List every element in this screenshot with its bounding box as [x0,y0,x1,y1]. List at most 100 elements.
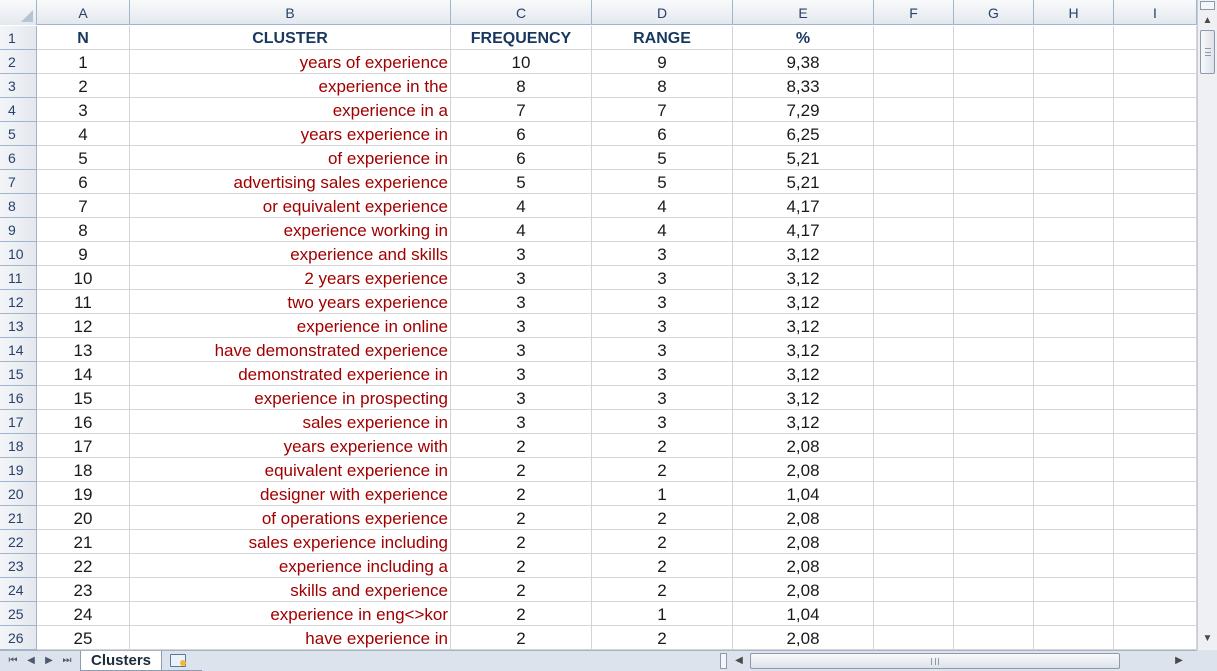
empty-cell[interactable] [1034,602,1114,626]
empty-cell[interactable] [954,434,1034,458]
cell-frequency[interactable]: 4 [451,194,592,218]
cell-cluster[interactable]: advertising sales experience [130,170,451,194]
cell-percent[interactable]: 6,25 [733,122,874,146]
empty-cell[interactable] [1034,434,1114,458]
cell-percent[interactable]: 3,12 [733,362,874,386]
empty-cell[interactable] [954,338,1034,362]
row-header[interactable]: 11 [0,266,37,290]
empty-cell[interactable] [1114,74,1197,98]
cell-frequency[interactable]: 2 [451,530,592,554]
empty-cell[interactable] [874,458,954,482]
empty-cell[interactable] [1114,578,1197,602]
empty-cell[interactable] [1114,434,1197,458]
empty-cell[interactable] [954,602,1034,626]
cell-n[interactable]: 4 [37,122,130,146]
cell-percent[interactable]: 3,12 [733,242,874,266]
empty-cell[interactable] [1034,194,1114,218]
cell-frequency[interactable]: 4 [451,218,592,242]
empty-cell[interactable] [1114,458,1197,482]
row-header[interactable]: 2 [0,50,37,74]
empty-cell[interactable] [874,314,954,338]
empty-cell[interactable] [1114,170,1197,194]
empty-cell[interactable] [874,194,954,218]
cell-range[interactable]: 3 [592,242,733,266]
cell-percent[interactable]: 7,29 [733,98,874,122]
cell-cluster[interactable]: experience in the [130,74,451,98]
empty-cell[interactable] [874,362,954,386]
cell-percent[interactable]: 2,08 [733,530,874,554]
cell-n[interactable]: 12 [37,314,130,338]
empty-cell[interactable] [874,386,954,410]
empty-cell[interactable] [874,74,954,98]
horizontal-scroll-thumb[interactable] [750,653,1120,669]
empty-cell[interactable] [1114,146,1197,170]
prev-sheet-icon[interactable]: ◀ [27,655,35,666]
empty-cell[interactable] [1114,26,1197,50]
cell-percent[interactable]: 4,17 [733,218,874,242]
empty-cell[interactable] [1114,410,1197,434]
cell-range[interactable]: 5 [592,146,733,170]
empty-cell[interactable] [1114,218,1197,242]
last-sheet-icon[interactable]: ⏭ [62,655,72,666]
cell-frequency[interactable]: 5 [451,170,592,194]
empty-cell[interactable] [874,290,954,314]
empty-cell[interactable] [1034,338,1114,362]
row-header[interactable]: 20 [0,482,37,506]
empty-cell[interactable] [1034,410,1114,434]
empty-cell[interactable] [1034,482,1114,506]
cell-n[interactable]: 23 [37,578,130,602]
insert-worksheet-icon[interactable] [170,654,186,667]
cell-range[interactable]: 3 [592,266,733,290]
cell-frequency[interactable]: 3 [451,362,592,386]
cell-percent[interactable]: 5,21 [733,170,874,194]
cell-frequency[interactable]: 6 [451,122,592,146]
column-header-i[interactable]: I [1114,0,1197,25]
empty-cell[interactable] [954,386,1034,410]
cell-n[interactable]: 3 [37,98,130,122]
cell-range[interactable]: 4 [592,218,733,242]
cell-n[interactable]: 19 [37,482,130,506]
empty-cell[interactable] [874,170,954,194]
cell-percent[interactable]: 2,08 [733,578,874,602]
empty-cell[interactable] [1114,338,1197,362]
cell-percent[interactable]: 3,12 [733,290,874,314]
empty-cell[interactable] [1114,50,1197,74]
empty-cell[interactable] [1114,98,1197,122]
cell-range[interactable]: 1 [592,482,733,506]
empty-cell[interactable] [1034,506,1114,530]
cell-range[interactable]: 3 [592,386,733,410]
cell-n[interactable]: 1 [37,50,130,74]
empty-cell[interactable] [1114,362,1197,386]
row-header[interactable]: 21 [0,506,37,530]
cell-cluster[interactable]: designer with experience [130,482,451,506]
cell-n[interactable]: 20 [37,506,130,530]
vertical-split-box[interactable] [1200,1,1215,10]
select-all-corner[interactable] [0,0,37,25]
cell-frequency[interactable]: 2 [451,554,592,578]
cell-percent[interactable]: 8,33 [733,74,874,98]
empty-cell[interactable] [954,266,1034,290]
column-header-d[interactable]: D [592,0,733,25]
cell-cluster[interactable]: experience in eng<>kor [130,602,451,626]
cell-frequency[interactable]: 3 [451,266,592,290]
row-header[interactable]: 9 [0,218,37,242]
empty-cell[interactable] [874,482,954,506]
cell-percent[interactable]: 2,08 [733,626,874,650]
empty-cell[interactable] [874,98,954,122]
empty-cell[interactable] [1034,554,1114,578]
empty-cell[interactable] [954,290,1034,314]
cell-frequency[interactable]: 3 [451,410,592,434]
empty-cell[interactable] [954,242,1034,266]
cell-cluster[interactable]: experience in online [130,314,451,338]
cell-range[interactable]: 1 [592,602,733,626]
cell-range[interactable]: 9 [592,50,733,74]
header-cell-percent[interactable]: % [733,26,874,50]
column-header-h[interactable]: H [1034,0,1114,25]
cell-percent[interactable]: 5,21 [733,146,874,170]
empty-cell[interactable] [1034,626,1114,650]
empty-cell[interactable] [874,602,954,626]
cell-percent[interactable]: 2,08 [733,554,874,578]
empty-cell[interactable] [954,578,1034,602]
empty-cell[interactable] [954,218,1034,242]
empty-cell[interactable] [1114,506,1197,530]
